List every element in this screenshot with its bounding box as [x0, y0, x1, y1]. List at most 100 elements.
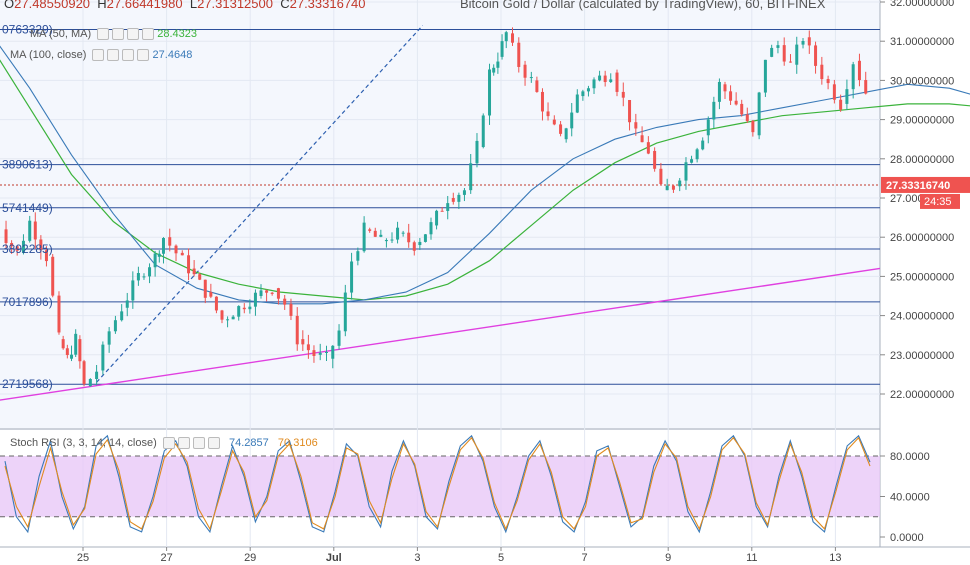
ma100-legend[interactable]: MA (100, close) 27.4648 — [10, 49, 192, 62]
candle-body-22 — [125, 300, 129, 308]
time-tick-label-7: 9 — [665, 552, 671, 564]
time-axis[interactable]: 25 27 29 Jul 3 5 7 9 11 13 — [77, 547, 842, 564]
candle-body-92 — [523, 64, 527, 78]
support-trendline — [0, 267, 881, 401]
candle-body-21 — [120, 311, 124, 321]
candle-body-2 — [15, 246, 19, 251]
candle-body-87 — [496, 61, 500, 68]
candle-body-43 — [242, 307, 246, 310]
candle-body-32 — [180, 252, 184, 256]
moving-average-lines — [0, 45, 970, 305]
candle-body-127 — [729, 91, 733, 101]
eye-icon[interactable] — [92, 49, 105, 62]
price-tick-label-4: 28.00000000 — [890, 154, 954, 166]
time-tick-label-9: 13 — [829, 552, 841, 564]
candle-body-67 — [384, 240, 388, 242]
current-price-tag: 27.33316740 24:35 — [881, 176, 970, 209]
candle-body-80 — [457, 194, 461, 202]
candle-body-61 — [350, 261, 354, 293]
eye-icon[interactable] — [97, 28, 110, 41]
stoch-tick-label-2: 0.0000 — [890, 532, 924, 544]
candle-body-31 — [174, 245, 178, 254]
candle-body-132 — [757, 92, 761, 136]
candle-body-36 — [203, 279, 207, 298]
candle-body-5 — [33, 221, 37, 240]
candle-body-91 — [517, 42, 521, 67]
countdown-box — [920, 193, 960, 209]
candle-body-0 — [4, 229, 8, 243]
settings-icon[interactable] — [107, 49, 120, 62]
ma100-line — [0, 45, 970, 305]
candle-body-95 — [540, 91, 544, 112]
stoch-overbought-oversold-band — [0, 455, 880, 518]
candle-body-110 — [628, 100, 632, 123]
stoch-rsi-lines — [4, 434, 871, 534]
candle-body-83 — [475, 140, 479, 164]
time-tick-label-5: 5 — [498, 552, 504, 564]
candle-body-96 — [546, 111, 550, 117]
candle-body-41 — [231, 316, 235, 320]
close-icon[interactable] — [207, 437, 220, 450]
candle-body-51 — [289, 303, 293, 316]
price-axis[interactable]: 32.00000000 31.00000000 30.00000000 29.0000… — [880, 0, 954, 401]
eye-icon[interactable] — [162, 437, 175, 450]
candle-body-112 — [640, 135, 644, 143]
candle-body-49 — [276, 288, 280, 299]
candle-body-40 — [226, 319, 230, 321]
candle-body-124 — [712, 101, 716, 120]
candle-body-45 — [253, 292, 257, 307]
countdown-value: 24:35 — [924, 196, 952, 208]
candle-body-115 — [659, 168, 663, 185]
candle-body-46 — [259, 290, 263, 296]
candle-body-71 — [407, 232, 411, 243]
stoch-axis[interactable]: 80.0000 40.0000 0.0000 — [880, 451, 930, 544]
candle-body-86 — [492, 67, 496, 73]
candle-body-60 — [343, 292, 347, 332]
level-label-1: 3890613) — [2, 158, 53, 172]
candle-body-74 — [423, 234, 427, 242]
candle-body-149 — [864, 80, 868, 94]
candle-body-20 — [113, 320, 117, 332]
close-icon[interactable] — [137, 49, 150, 62]
candle-body-3 — [21, 240, 25, 253]
candle-body-79 — [451, 198, 455, 202]
candle-body-35 — [198, 274, 202, 280]
settings-icon[interactable] — [177, 437, 190, 450]
candle-body-121 — [695, 149, 699, 160]
candle-body-24 — [136, 273, 140, 281]
candle-body-39 — [220, 310, 224, 320]
candle-body-88 — [500, 41, 504, 57]
ohlc-close-key: C — [280, 0, 290, 11]
candle-body-59 — [337, 330, 341, 346]
candle-body-93 — [529, 77, 533, 79]
candle-body-13 — [74, 333, 78, 355]
ohlc-header: O27.48550920 H27.66441980 L27.31312500 C… — [4, 0, 366, 11]
candle-body-98 — [559, 124, 563, 134]
candle-body-27 — [153, 253, 157, 268]
candle-body-29 — [161, 238, 165, 254]
candle-body-12 — [70, 354, 74, 359]
candle-body-145 — [839, 99, 843, 110]
candle-body-34 — [192, 268, 196, 275]
stoch-tick-label-1: 40.0000 — [890, 492, 930, 504]
close-icon[interactable] — [142, 28, 155, 41]
stoch-band-fill — [0, 456, 880, 517]
candlestick-series — [4, 27, 868, 387]
ma50-legend[interactable]: MA (50, MA) 28.4323 — [30, 28, 197, 41]
stoch-d-value: 70.3106 — [277, 437, 318, 449]
stoch-legend[interactable]: Stoch RSI (3, 3, 14, 14, close) 74.2857 … — [10, 437, 318, 450]
candle-body-109 — [621, 91, 625, 98]
candle-body-139 — [801, 41, 805, 45]
level-labels: 0763329) 3890613) 5741449) 3892285) 7017896)… — [2, 22, 53, 391]
stoch-d-line — [4, 436, 871, 531]
candle-body-50 — [283, 298, 287, 305]
add-icon[interactable] — [127, 28, 140, 41]
candle-body-105 — [598, 75, 602, 81]
candle-body-44 — [248, 306, 252, 310]
add-icon[interactable] — [122, 49, 135, 62]
settings-icon[interactable] — [112, 28, 125, 41]
candle-body-62 — [356, 251, 360, 261]
candle-body-122 — [701, 140, 705, 150]
candle-body-19 — [107, 331, 111, 345]
add-icon[interactable] — [192, 437, 205, 450]
